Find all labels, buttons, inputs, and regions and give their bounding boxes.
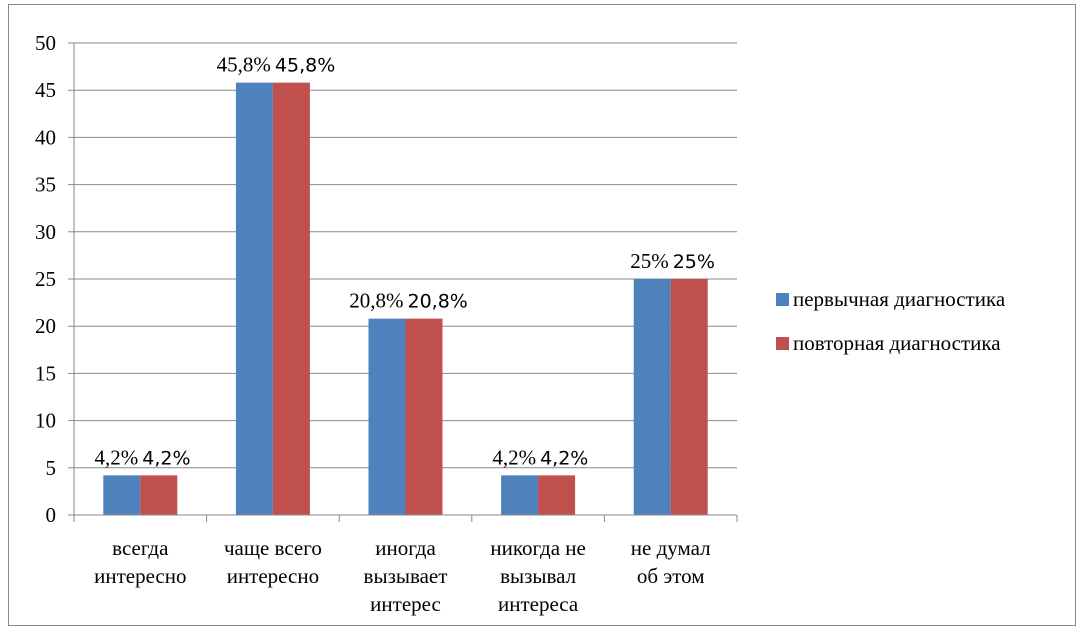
x-category-label: не думал bbox=[631, 536, 711, 560]
legend-swatch bbox=[776, 293, 789, 306]
legend-swatch bbox=[776, 337, 789, 350]
bar-series-1 bbox=[633, 279, 671, 515]
legend-label: повторная диагностика bbox=[793, 331, 1001, 355]
axes: 0 5 10 15 20 25 30 35 40 45 50 всегда интересно чаще … bbox=[35, 31, 738, 616]
x-category-label: об этом bbox=[637, 564, 705, 588]
y-tick-label: 40 bbox=[35, 125, 56, 149]
y-tick-label: 25 bbox=[35, 267, 56, 291]
data-label: 25% bbox=[630, 249, 669, 273]
bar-series-2 bbox=[405, 318, 443, 515]
bar-series-1 bbox=[235, 82, 273, 515]
bar-series-2 bbox=[670, 279, 708, 515]
data-label: 4,2% bbox=[95, 445, 139, 469]
bar-series-1 bbox=[103, 475, 141, 515]
gridlines bbox=[74, 42, 737, 469]
data-label: 20,8% bbox=[408, 291, 468, 313]
x-category-label: интереса bbox=[498, 592, 579, 616]
x-category-label: иногда bbox=[375, 536, 436, 560]
y-tick-label: 20 bbox=[35, 314, 56, 338]
bar-series-2 bbox=[538, 475, 576, 515]
y-tick-label: 10 bbox=[35, 409, 56, 433]
bar-series-1 bbox=[368, 318, 406, 515]
y-tick-label: 45 bbox=[35, 78, 56, 102]
bar-series-2 bbox=[140, 475, 178, 515]
y-tick-label: 35 bbox=[35, 173, 56, 197]
legend: первычная диагностика повторная диагности… bbox=[776, 287, 1006, 355]
x-category-label: никогда не bbox=[490, 536, 586, 560]
data-label: 25% bbox=[673, 251, 715, 273]
x-category-label: вызывал bbox=[500, 564, 576, 588]
data-label: 45,8% bbox=[217, 53, 271, 77]
y-tick-label: 0 bbox=[46, 503, 57, 527]
data-label: 45,8% bbox=[275, 55, 335, 77]
y-tick-label: 5 bbox=[46, 456, 57, 480]
y-tick-label: 50 bbox=[35, 31, 56, 55]
x-category-label: интересно bbox=[94, 564, 186, 588]
data-label: 4,2% bbox=[540, 447, 588, 469]
bar-chart: 0 5 10 15 20 25 30 35 40 45 50 всегда интересно чаще … bbox=[35, 31, 1006, 616]
data-labels: 4,2% 45,8% 20,8% 4,2% 25% 4,2% 45,8% 20,8% 4,2% 2… bbox=[95, 53, 715, 470]
data-label: 20,8% bbox=[349, 289, 403, 313]
data-label: 4,2% bbox=[492, 445, 536, 469]
bar-series-1 bbox=[501, 475, 539, 515]
legend-label: первычная диагностика bbox=[793, 287, 1006, 311]
x-category-label: интерес bbox=[370, 592, 441, 616]
x-category-label: вызывает bbox=[364, 564, 448, 588]
y-tick-label: 15 bbox=[35, 361, 56, 385]
y-tick-label: 30 bbox=[35, 220, 56, 244]
chart-frame: 0 5 10 15 20 25 30 35 40 45 50 всегда интересно чаще … bbox=[8, 4, 1076, 626]
x-category-label: интересно bbox=[227, 564, 319, 588]
x-category-label: чаще всего bbox=[224, 536, 322, 560]
x-category-label: всегда bbox=[112, 536, 169, 560]
bars bbox=[103, 82, 708, 515]
bar-series-2 bbox=[272, 82, 310, 515]
data-label: 4,2% bbox=[142, 447, 190, 469]
